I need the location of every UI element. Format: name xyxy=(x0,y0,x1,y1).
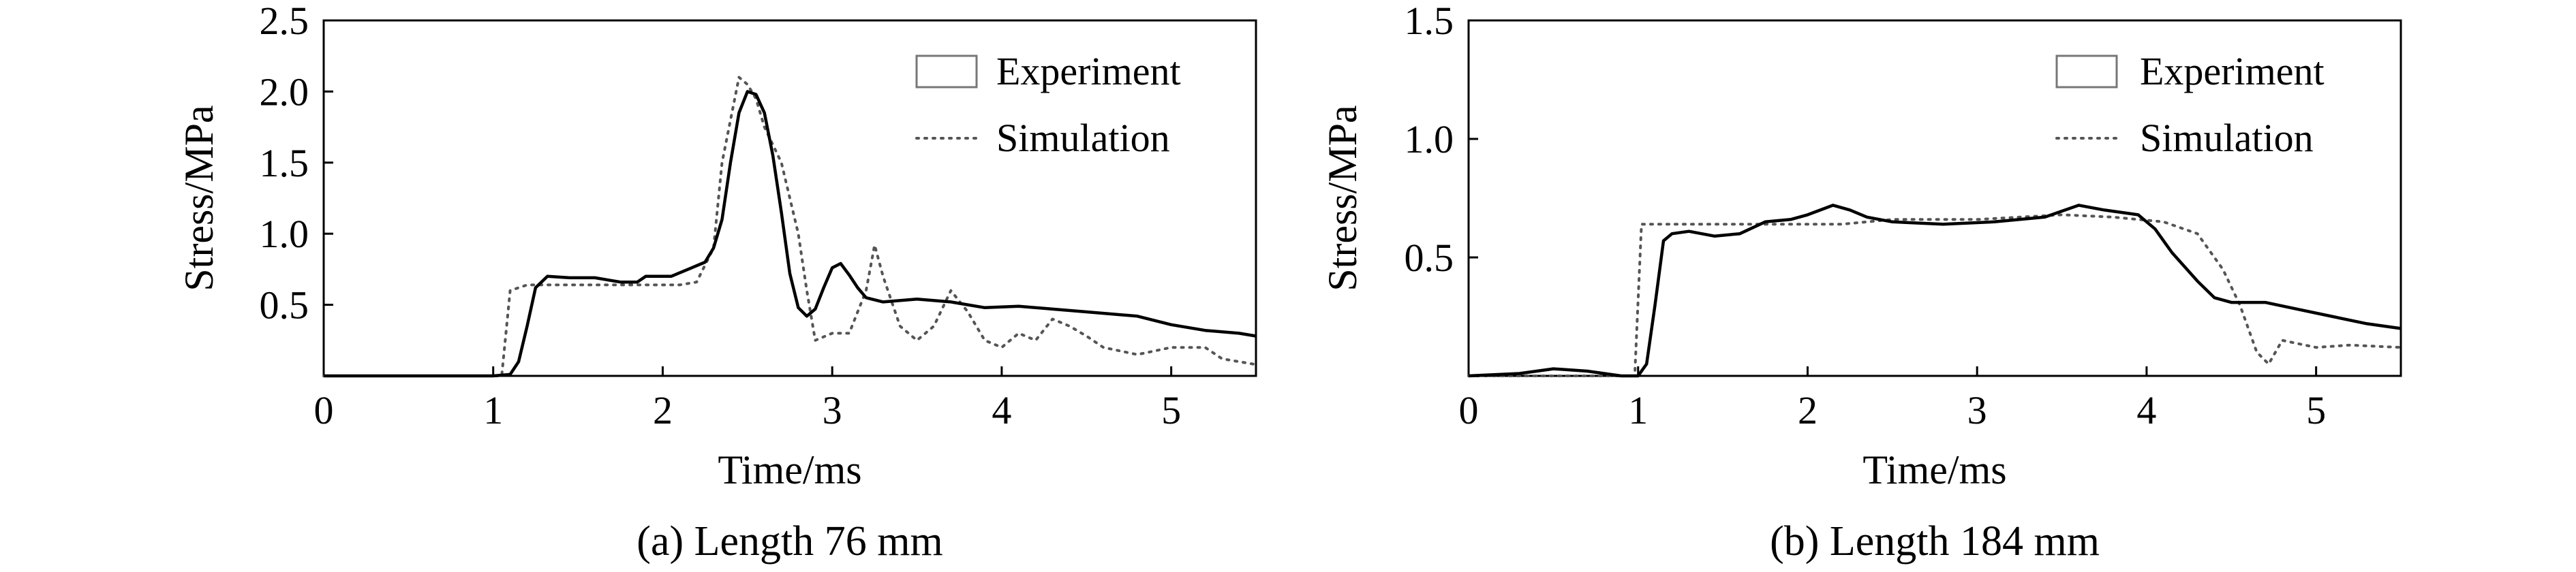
legend-label-experiment: Experiment xyxy=(2140,49,2325,93)
x-axis: 0 1 2 3 4 5 xyxy=(314,366,1181,432)
plot-area-frame xyxy=(1467,19,2402,377)
y-tick-label: 0.5 xyxy=(1405,236,1454,280)
series-line-simulation xyxy=(1467,213,2402,377)
y-axis-title: Stress/MPa xyxy=(1320,105,1365,291)
y-tick-label: 2.0 xyxy=(260,69,309,114)
x-axis-title: Time/ms xyxy=(1862,447,2006,492)
series-layer xyxy=(322,76,1257,378)
chart-panel-b: 0 1 2 3 4 5 0.5 1.0 1.5 Experiment Simulation S… xyxy=(1320,0,2402,565)
y-tick-label: 1.0 xyxy=(260,212,309,256)
y-tick-label: 0.5 xyxy=(260,283,309,328)
x-axis: 0 1 2 3 4 5 xyxy=(1459,366,2326,432)
y-tick-label: 1.5 xyxy=(260,141,309,185)
series-layer xyxy=(1467,204,2402,378)
x-tick-label: 3 xyxy=(823,388,842,432)
caption-a: (a) Length 76 mm xyxy=(637,518,942,565)
x-tick-label: 2 xyxy=(653,388,673,432)
legend-label-simulation: Simulation xyxy=(2140,116,2314,160)
series-line-simulation xyxy=(322,76,1257,377)
series-line-experiment xyxy=(324,90,1257,378)
y-axis: 0.5 1.0 1.5 xyxy=(1405,0,1478,280)
y-axis-title: Stress/MPa xyxy=(177,105,221,291)
y-tick-label: 2.5 xyxy=(260,0,309,43)
x-axis-title: Time/ms xyxy=(718,447,861,492)
x-tick-label: 1 xyxy=(1628,388,1648,432)
y-tick-label: 1.0 xyxy=(1405,117,1454,161)
legend-label-simulation: Simulation xyxy=(996,116,1170,160)
x-tick-label: 4 xyxy=(2136,388,2156,432)
legend: Experiment Simulation xyxy=(2055,49,2325,160)
x-tick-label: 2 xyxy=(1798,388,1818,432)
x-tick-label: 0 xyxy=(314,388,334,432)
x-tick-label: 4 xyxy=(992,388,1011,432)
series-line-experiment xyxy=(1468,204,2402,378)
legend-swatch-experiment xyxy=(2055,54,2118,89)
y-axis: 0.5 1.0 1.5 2.0 2.5 xyxy=(260,0,333,328)
chart-panel-a: 0 1 2 3 4 5 0.5 1.0 1.5 2.0 2.5 Experiment Simula… xyxy=(177,0,1257,565)
caption-b: (b) Length 184 mm xyxy=(1770,518,2100,565)
x-tick-label: 5 xyxy=(1161,388,1181,432)
legend-label-experiment: Experiment xyxy=(996,49,1181,93)
legend-swatch-experiment xyxy=(915,54,978,89)
x-tick-label: 5 xyxy=(2306,388,2326,432)
x-tick-label: 3 xyxy=(1967,388,1987,432)
x-tick-label: 0 xyxy=(1459,388,1479,432)
x-tick-label: 1 xyxy=(483,388,503,432)
plot-area-frame xyxy=(322,19,1257,377)
y-tick-label: 1.5 xyxy=(1405,0,1454,43)
legend: Experiment Simulation xyxy=(915,49,1181,160)
